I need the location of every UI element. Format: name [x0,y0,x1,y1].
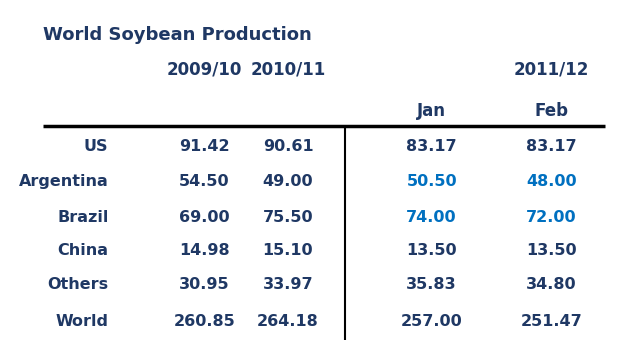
Text: 257.00: 257.00 [401,314,463,329]
Text: 2010/11: 2010/11 [250,60,326,78]
Text: 48.00: 48.00 [526,174,577,189]
Text: 264.18: 264.18 [257,314,319,329]
Text: 14.98: 14.98 [179,243,230,258]
Text: 91.42: 91.42 [179,139,230,154]
Text: Others: Others [48,277,108,292]
Text: 49.00: 49.00 [263,174,313,189]
Text: Brazil: Brazil [57,210,108,225]
Text: World: World [56,314,108,329]
Text: 90.61: 90.61 [263,139,313,154]
Text: World Soybean Production: World Soybean Production [43,26,311,44]
Text: 2011/12: 2011/12 [514,60,589,78]
Text: 34.80: 34.80 [526,277,577,292]
Text: 54.50: 54.50 [179,174,230,189]
Text: Argentina: Argentina [19,174,108,189]
Text: 75.50: 75.50 [263,210,313,225]
Text: 251.47: 251.47 [520,314,582,329]
Text: 2009/10: 2009/10 [167,60,242,78]
Text: 30.95: 30.95 [179,277,230,292]
Text: US: US [84,139,108,154]
Text: Feb: Feb [535,102,568,120]
Text: 50.50: 50.50 [406,174,457,189]
Text: China: China [58,243,108,258]
Text: 33.97: 33.97 [263,277,313,292]
Text: 260.85: 260.85 [173,314,235,329]
Text: 13.50: 13.50 [406,243,457,258]
Text: 72.00: 72.00 [526,210,577,225]
Text: 69.00: 69.00 [179,210,230,225]
Text: 13.50: 13.50 [526,243,577,258]
Text: 35.83: 35.83 [406,277,457,292]
Text: 83.17: 83.17 [406,139,457,154]
Text: 15.10: 15.10 [263,243,313,258]
Text: Jan: Jan [417,102,446,120]
Text: 83.17: 83.17 [526,139,577,154]
Text: 74.00: 74.00 [406,210,457,225]
